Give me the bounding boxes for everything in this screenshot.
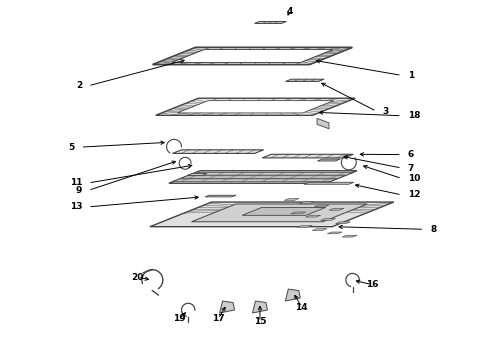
Text: 2: 2 — [76, 81, 82, 90]
Text: 12: 12 — [408, 190, 420, 199]
Text: 7: 7 — [408, 163, 414, 172]
Polygon shape — [262, 154, 353, 158]
Text: 18: 18 — [408, 111, 420, 120]
Polygon shape — [173, 179, 337, 181]
Polygon shape — [304, 182, 354, 184]
Polygon shape — [172, 50, 333, 62]
Polygon shape — [153, 48, 352, 64]
Text: 15: 15 — [254, 318, 266, 327]
Text: 3: 3 — [383, 107, 389, 116]
Polygon shape — [327, 232, 342, 234]
Polygon shape — [181, 176, 344, 178]
Text: 6: 6 — [408, 150, 414, 159]
Polygon shape — [312, 229, 327, 230]
Polygon shape — [320, 219, 336, 220]
Polygon shape — [187, 174, 207, 175]
Polygon shape — [314, 205, 329, 207]
Polygon shape — [192, 204, 367, 222]
Polygon shape — [177, 101, 334, 113]
Text: 1: 1 — [408, 71, 414, 80]
Text: 16: 16 — [366, 280, 378, 289]
Text: 17: 17 — [212, 315, 224, 324]
Text: 13: 13 — [70, 202, 82, 211]
Polygon shape — [318, 159, 340, 161]
Polygon shape — [336, 222, 350, 224]
Text: 5: 5 — [69, 143, 74, 152]
Polygon shape — [156, 98, 355, 115]
Polygon shape — [169, 171, 357, 183]
Text: 4: 4 — [287, 6, 293, 15]
Text: 20: 20 — [131, 273, 144, 282]
Polygon shape — [297, 225, 312, 227]
Polygon shape — [306, 215, 320, 217]
Polygon shape — [153, 48, 352, 64]
Text: 10: 10 — [408, 174, 420, 183]
Polygon shape — [172, 150, 264, 153]
Text: 8: 8 — [430, 225, 437, 234]
Polygon shape — [254, 22, 286, 23]
Polygon shape — [189, 173, 352, 175]
Polygon shape — [291, 212, 306, 214]
Polygon shape — [329, 208, 344, 210]
Polygon shape — [252, 301, 268, 313]
Text: 9: 9 — [76, 186, 82, 195]
Text: 19: 19 — [173, 315, 186, 324]
Polygon shape — [150, 202, 394, 227]
Polygon shape — [317, 118, 329, 129]
Text: 11: 11 — [70, 179, 82, 188]
Polygon shape — [172, 50, 333, 62]
Polygon shape — [205, 195, 236, 197]
Polygon shape — [285, 289, 300, 301]
Polygon shape — [342, 235, 357, 237]
Polygon shape — [286, 79, 324, 81]
Polygon shape — [284, 198, 299, 200]
Polygon shape — [242, 207, 326, 215]
Polygon shape — [220, 301, 235, 313]
Polygon shape — [299, 202, 314, 204]
Text: 14: 14 — [295, 302, 308, 311]
